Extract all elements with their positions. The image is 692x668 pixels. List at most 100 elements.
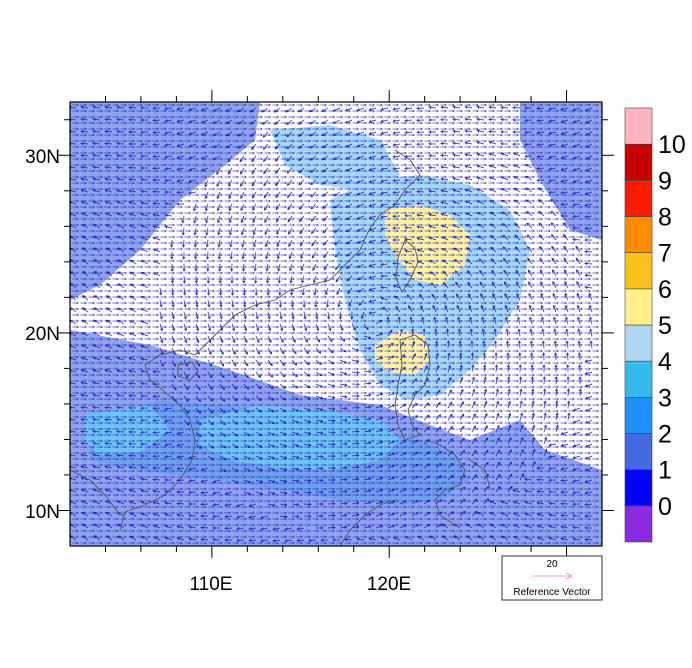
wind-vector-arrow bbox=[563, 234, 569, 241]
wind-vector-arrow bbox=[447, 401, 453, 409]
wind-vector-arrow bbox=[465, 235, 473, 241]
wind-vector-arrow bbox=[116, 154, 125, 158]
wind-vector-arrow bbox=[477, 523, 485, 529]
wind-vector-arrow bbox=[552, 304, 557, 313]
wind-vector-arrow bbox=[92, 165, 101, 169]
wind-vector-arrow bbox=[416, 178, 425, 182]
wind-vector-arrow bbox=[356, 119, 365, 124]
wind-vector-arrow bbox=[363, 369, 372, 374]
wind-vector-arrow bbox=[382, 306, 389, 313]
colorbar-box bbox=[624, 180, 653, 217]
wind-vector-arrow bbox=[560, 537, 569, 541]
wind-vector-arrow bbox=[469, 328, 473, 337]
wind-vector-arrow bbox=[585, 407, 593, 412]
wind-vector-arrow bbox=[375, 501, 384, 505]
wind-vector-arrow bbox=[572, 407, 581, 412]
wind-vector-arrow bbox=[577, 340, 581, 349]
wind-vector-arrow bbox=[513, 536, 521, 541]
wind-vector-arrow bbox=[140, 332, 149, 337]
wind-vector-arrow bbox=[356, 155, 365, 160]
wind-vector-arrow bbox=[212, 538, 221, 542]
wind-vector-arrow bbox=[519, 424, 524, 433]
wind-vector-arrow bbox=[490, 235, 497, 241]
wind-vector-arrow bbox=[152, 489, 161, 493]
wind-vector-arrow bbox=[363, 453, 372, 457]
wind-vector-arrow bbox=[327, 335, 333, 343]
wind-vector-arrow bbox=[255, 371, 262, 378]
wind-vector-arrow bbox=[351, 501, 360, 505]
wind-vector-arrow bbox=[188, 525, 197, 529]
wind-vector-arrow bbox=[129, 248, 137, 253]
wind-vector-arrow bbox=[560, 443, 569, 447]
wind-vector-arrow bbox=[518, 364, 522, 373]
wind-vector-arrow bbox=[81, 500, 89, 505]
wind-vector-arrow bbox=[339, 442, 348, 446]
wind-vector-arrow bbox=[194, 264, 198, 272]
wind-vector-arrow bbox=[452, 105, 461, 109]
wind-vector-arrow bbox=[456, 293, 461, 301]
wind-vector-arrow bbox=[243, 347, 248, 355]
wind-vector-arrow bbox=[548, 467, 557, 471]
wind-vector-arrow bbox=[327, 383, 336, 388]
wind-vector-arrow bbox=[519, 388, 523, 397]
wind-vector-arrow bbox=[368, 167, 377, 171]
wind-vector-arrow bbox=[479, 270, 485, 277]
wind-vector-arrow bbox=[263, 191, 269, 199]
wind-vector-arrow bbox=[140, 142, 149, 146]
wind-vector-arrow bbox=[578, 364, 582, 373]
wind-vector-arrow bbox=[488, 117, 497, 122]
wind-vector-arrow bbox=[489, 512, 497, 517]
wind-vector-arrow bbox=[567, 412, 571, 421]
wind-vector-arrow bbox=[459, 352, 463, 361]
wind-vector-arrow bbox=[490, 258, 497, 265]
wind-vector-arrow bbox=[453, 236, 461, 241]
wind-vector-arrow bbox=[411, 365, 417, 373]
wind-vector-arrow bbox=[81, 259, 89, 265]
wind-vector-arrow bbox=[183, 383, 189, 391]
wind-vector-arrow bbox=[495, 388, 499, 397]
wind-vector-arrow bbox=[80, 429, 89, 434]
wind-vector-arrow bbox=[273, 119, 281, 125]
wind-vector-arrow bbox=[193, 227, 197, 236]
wind-vector-arrow bbox=[195, 359, 200, 367]
wind-vector-arrow bbox=[128, 442, 137, 446]
wind-vector-arrow bbox=[128, 106, 137, 110]
wind-vector-arrow bbox=[435, 352, 439, 361]
wind-vector-arrow bbox=[335, 275, 341, 283]
wind-vector-arrow bbox=[345, 167, 353, 172]
wind-vector-arrow bbox=[219, 455, 227, 461]
wind-vector-arrow bbox=[536, 131, 545, 135]
wind-vector-arrow bbox=[81, 512, 89, 517]
wind-vector-arrow bbox=[363, 525, 372, 529]
wind-vector-arrow bbox=[291, 395, 299, 400]
wind-vector-arrow bbox=[488, 176, 497, 181]
wind-vector-arrow bbox=[230, 287, 234, 296]
wind-vector-arrow bbox=[459, 413, 465, 421]
wind-vector-arrow bbox=[456, 304, 461, 313]
wind-vector-arrow bbox=[116, 177, 125, 181]
wind-vector-arrow bbox=[440, 201, 449, 205]
wind-vector-arrow bbox=[299, 227, 305, 235]
wind-vector-arrow bbox=[357, 263, 365, 268]
wind-vector-arrow bbox=[380, 155, 389, 159]
wind-vector-arrow bbox=[188, 502, 197, 506]
wind-vector-arrow bbox=[152, 419, 161, 423]
wind-vector-arrow bbox=[524, 512, 533, 517]
wind-vector-arrow bbox=[351, 371, 360, 375]
wind-vector-arrow bbox=[116, 369, 125, 373]
wind-vector-arrow bbox=[104, 441, 113, 445]
wind-vector-arrow bbox=[441, 523, 449, 529]
wind-vector-arrow bbox=[505, 316, 509, 325]
wind-vector-arrow bbox=[140, 154, 149, 158]
wind-vector-arrow bbox=[255, 359, 261, 367]
wind-vector-arrow bbox=[363, 393, 372, 397]
wind-vector-arrow bbox=[577, 352, 581, 361]
wind-vector-arrow bbox=[315, 514, 324, 518]
wind-vector-arrow bbox=[339, 513, 348, 517]
wind-vector-arrow bbox=[411, 488, 419, 493]
wind-vector-arrow bbox=[248, 515, 257, 519]
wind-vector-arrow bbox=[263, 155, 269, 162]
wind-vector-arrow bbox=[344, 131, 353, 136]
wind-vector-arrow bbox=[315, 502, 324, 506]
wind-vector-arrow bbox=[116, 344, 125, 349]
